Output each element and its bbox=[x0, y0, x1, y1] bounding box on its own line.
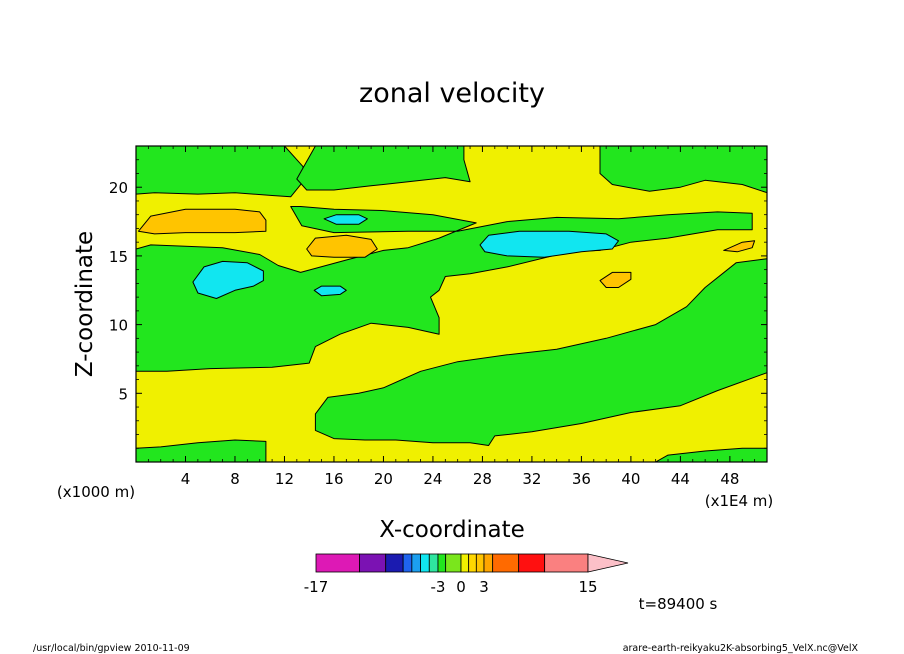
contour-region-green-2 bbox=[599, 146, 767, 194]
contour-regions bbox=[136, 146, 767, 462]
time-label: t=89400 s bbox=[639, 595, 718, 613]
colorbar-bin bbox=[475, 553, 485, 573]
contour-region-orange-8 bbox=[306, 234, 378, 258]
x-tick-label: 44 bbox=[671, 470, 690, 488]
colorbar-bin bbox=[315, 553, 360, 573]
x-tick-label: 24 bbox=[423, 470, 442, 488]
y-axis-label: Z-coordinate bbox=[72, 231, 98, 377]
x-tick-label: 12 bbox=[275, 470, 294, 488]
footer-left: /usr/local/bin/gpview 2010-11-09 bbox=[33, 643, 190, 654]
contour-region-green-1 bbox=[296, 146, 471, 191]
x-tick-label: 40 bbox=[621, 470, 640, 488]
colorbar-overflow-arrow bbox=[587, 553, 629, 573]
colorbar-bin bbox=[385, 553, 404, 573]
colorbar-bin bbox=[518, 553, 546, 573]
chart-title: zonal velocity bbox=[359, 78, 545, 109]
colorbar-bin bbox=[483, 553, 494, 573]
x-tick-label: 28 bbox=[473, 470, 492, 488]
colorbar-bin bbox=[492, 553, 520, 573]
plot-frame bbox=[135, 145, 768, 463]
colorbar-tick-label: 15 bbox=[578, 578, 597, 596]
colorbar-bin bbox=[359, 553, 387, 573]
x-tick-label: 36 bbox=[572, 470, 591, 488]
x-tick-label: 16 bbox=[324, 470, 343, 488]
colorbar-bin bbox=[544, 553, 589, 573]
contour-region-green-4 bbox=[314, 258, 767, 446]
y-tick-label: 20 bbox=[109, 179, 128, 197]
y-tick-label: 15 bbox=[109, 248, 128, 266]
colorbar-bin bbox=[468, 553, 477, 573]
colorbar-tick-label: 0 bbox=[456, 578, 466, 596]
colorbar-tick-label: -17 bbox=[304, 578, 329, 596]
colorbar bbox=[315, 553, 629, 573]
x-axis: 4 8 12 16 20 24 28 32 36 40 44 48 bbox=[147, 146, 756, 488]
contour-region-green-6 bbox=[655, 447, 767, 462]
y-tick-label: 10 bbox=[109, 317, 128, 335]
contour-region-green-5 bbox=[136, 439, 267, 462]
colorbar-bin bbox=[428, 553, 439, 573]
colorbar-bin bbox=[437, 553, 447, 573]
x-tick-label: 8 bbox=[230, 470, 240, 488]
contour-region-cyan-13 bbox=[192, 260, 264, 299]
contour-region-orange-10 bbox=[723, 240, 756, 253]
y-axis: 5 10 15 20 bbox=[109, 159, 767, 449]
y-tick-label: 5 bbox=[118, 385, 128, 403]
colorbar-bin bbox=[402, 553, 413, 573]
contour-region-orange-7 bbox=[138, 208, 267, 235]
colorbar-bin bbox=[445, 553, 462, 573]
x-tick-label: 48 bbox=[720, 470, 739, 488]
x-tick-label: 4 bbox=[181, 470, 191, 488]
x-unit-label: (x1E4 m) bbox=[705, 492, 774, 510]
colorbar-bin bbox=[420, 553, 430, 573]
colorbar-tick-label: -3 bbox=[431, 578, 446, 596]
contour-region-cyan-14 bbox=[313, 285, 347, 297]
contour-region-green-0 bbox=[136, 146, 304, 198]
colorbar-tick-label: 3 bbox=[479, 578, 489, 596]
footer-right: arare-earth-reikyaku2K-absorbing5_VelX.n… bbox=[623, 643, 859, 654]
colorbar-bin bbox=[411, 553, 421, 573]
contour-region-cyan-11 bbox=[323, 214, 368, 225]
contour-region-cyan-12 bbox=[479, 230, 619, 258]
x-tick-label: 32 bbox=[522, 470, 541, 488]
y-unit-label: (x1000 m) bbox=[57, 483, 135, 501]
contour-region-orange-9 bbox=[599, 271, 632, 288]
x-tick-label: 20 bbox=[374, 470, 393, 488]
colorbar-bin bbox=[460, 553, 470, 573]
x-axis-label: X-coordinate bbox=[379, 517, 525, 543]
colorbar-tick-labels: -17 -3 0 3 15 bbox=[304, 578, 598, 596]
